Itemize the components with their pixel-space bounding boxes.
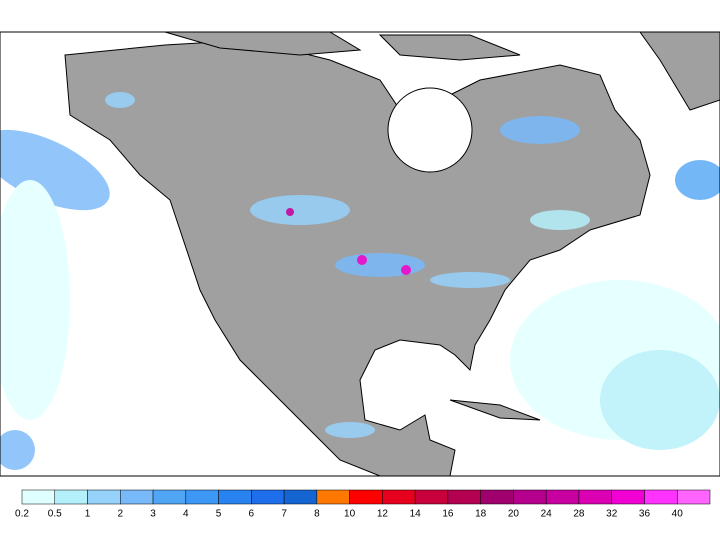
colorbar-label: 40: [672, 509, 684, 520]
map: [0, 31, 720, 477]
colorbar-label: 18: [475, 509, 487, 520]
colorbar-segment: [283, 489, 318, 505]
colorbar-segment: [21, 489, 56, 505]
colorbar-segment: [251, 489, 285, 505]
colorbar-label: 28: [573, 509, 585, 520]
colorbar-label: 24: [541, 509, 553, 520]
colorbar-segment: [152, 489, 187, 505]
colorbar-segment: [349, 489, 383, 505]
colorbar-segment: [513, 489, 547, 505]
colorbar-label: 14: [410, 509, 422, 520]
colorbar: 0.2 0.5 1 2 3 4 5 6 7 8 10 12 14 16 18 20 24 28 32 36 40: [15, 489, 711, 520]
colorbar-segment: [611, 489, 645, 505]
colorbar-label: 10: [344, 509, 356, 520]
cuba: [449, 399, 541, 421]
colorbar-segment: [480, 489, 514, 505]
colorbar-label: 3: [150, 509, 156, 520]
colorbar-segment: [185, 489, 219, 505]
colorbar-label: 7: [281, 509, 287, 520]
colorbar-label: 0.2: [15, 509, 29, 520]
colorbar-segment: [676, 489, 711, 505]
map-frame: [0, 31, 720, 477]
colorbar-label: 20: [508, 509, 520, 520]
colorbar-label: 32: [606, 509, 618, 520]
colorbar-segment: [316, 489, 350, 505]
precip-land: [105, 92, 590, 438]
colorbar-segment: [578, 489, 612, 505]
colorbar-segment: [382, 489, 416, 505]
colorbar-segment: [54, 489, 88, 505]
colorbar-segment: [414, 489, 449, 505]
colorbar-label: 4: [183, 509, 189, 520]
colorbar-segment: [87, 489, 121, 505]
colorbar-label: 2: [118, 509, 124, 520]
colorbar-segment: [644, 489, 678, 505]
colorbar-segment: [120, 489, 154, 505]
colorbar-label: 5: [216, 509, 222, 520]
colorbar-label: 36: [639, 509, 651, 520]
precip-ocean: [0, 129, 720, 470]
hudson-bay: [387, 87, 473, 173]
colorbar-label: 8: [314, 509, 320, 520]
colorbar-label: 16: [442, 509, 454, 520]
colorbar-segment: [218, 489, 252, 505]
colorbar-segment: [447, 489, 481, 505]
colorbar-label: 12: [377, 509, 389, 520]
colorbar-segment: [545, 489, 580, 505]
colorbar-label: 0.5: [48, 509, 62, 520]
colorbar-label: 6: [249, 509, 255, 520]
colorbar-label: 1: [85, 509, 91, 520]
